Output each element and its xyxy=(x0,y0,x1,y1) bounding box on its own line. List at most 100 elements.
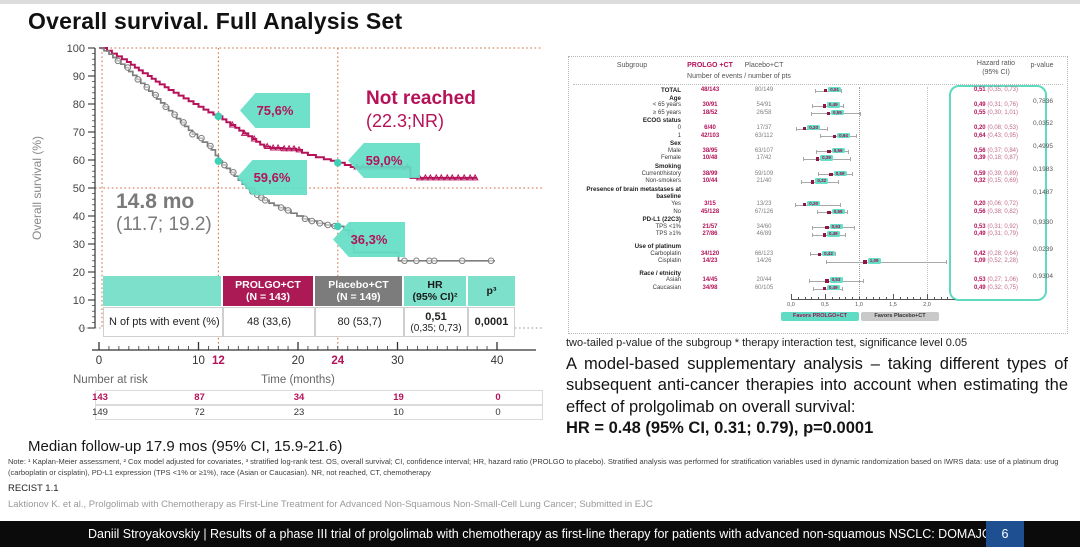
forest-events-prolgo: 42/103 xyxy=(700,132,720,139)
forest-events-placebo: 13/23 xyxy=(756,201,772,207)
forest-hr-text: 0,55 (0,30; 1,01) xyxy=(973,109,1019,116)
forest-row-label: Caucasian xyxy=(652,285,681,291)
km-table-hr-ci: (0,35; 0,73) xyxy=(410,322,462,334)
forest-hr-flag: 0,53 xyxy=(829,223,843,230)
forest-ci-cap xyxy=(811,111,813,116)
forest-events-prolgo: 10/48 xyxy=(702,155,718,162)
svg-text:10: 10 xyxy=(73,295,85,307)
forest-axis-tick-label: 0,5 xyxy=(821,302,829,308)
forest-ci-cap xyxy=(844,233,846,238)
forest-axis-tick xyxy=(879,296,881,299)
forest-hr-column-box xyxy=(949,85,1047,301)
forest-events-prolgo: 18/52 xyxy=(702,109,718,116)
forest-header-prolgo: PROLGO +CT xyxy=(687,62,733,69)
forest-axis-tick xyxy=(920,296,922,299)
forest-events-prolgo: 3/15 xyxy=(704,201,716,207)
forest-events-placebo: 21/40 xyxy=(756,178,772,185)
placebo-median-annotation: 14.8 mo (11.7; 19.2) xyxy=(116,190,212,236)
forest-hr-marker xyxy=(815,157,820,161)
forest-ci-cap xyxy=(817,172,819,177)
forest-ci-cap xyxy=(812,103,814,108)
forest-row-label: TPS ≥1% xyxy=(655,231,681,238)
forest-hr-text: 0,39 (0,18; 0,87) xyxy=(973,155,1019,162)
forest-events-placebo: 14/26 xyxy=(756,258,772,265)
forest-hr-flag: 1,09 xyxy=(867,258,881,264)
forest-hr-text: 0,51 (0,35; 0,73) xyxy=(973,87,1019,93)
forest-hr-text: 0,20 (0,08; 0,53) xyxy=(973,125,1019,131)
analysis-body: A model-based supplementary analysis – t… xyxy=(566,355,1068,416)
forest-events-prolgo: 14/45 xyxy=(702,277,718,284)
forest-axis-tick xyxy=(852,296,854,299)
forest-hr-flag: 0,49 xyxy=(826,231,840,237)
forest-hr-text: 0,49 (0,31; 0,79) xyxy=(973,231,1019,238)
forest-axis-tick-label: 1,5 xyxy=(889,302,897,308)
forest-ref-line-hr2 xyxy=(927,87,928,299)
forest-row: Cisplatin 14/23 14/26 1,09 1,09 (0,52; 2,28) xyxy=(569,258,1067,266)
forest-hr-flag: 0,56 xyxy=(831,147,845,154)
forest-axis-tick xyxy=(859,296,860,299)
forest-interaction-pvalue: 0,9304 xyxy=(1033,272,1053,280)
forest-ci-cap xyxy=(812,225,814,230)
forest-row: Female 10/48 17/42 0,39 0,39 (0,18; 0,87) xyxy=(569,155,1067,163)
forest-ci-cap xyxy=(842,103,844,108)
forest-events-prolgo: 14/23 xyxy=(702,258,718,265)
forest-hr-flag: 0,64 xyxy=(837,132,851,138)
forest-row-label: Use of platinum xyxy=(634,243,681,250)
forest-ci-cap xyxy=(850,157,852,162)
forest-row-label: 0 xyxy=(677,125,681,131)
forest-hr-marker xyxy=(826,111,831,116)
risk-value: 143 xyxy=(92,392,108,403)
forest-hr-text: 0,56 (0,37; 0,84) xyxy=(973,147,1019,154)
recist-label: RECIST 1.1 xyxy=(8,483,59,494)
forest-row-label: Smoking xyxy=(654,163,681,170)
risk-value: 34 xyxy=(293,392,305,403)
forest-ci-cap xyxy=(855,134,857,139)
forest-events-prolgo: 10/44 xyxy=(702,178,718,185)
page-title: Overall survival. Full Analysis Set xyxy=(28,8,403,34)
km-table-prolgo-events: 48 (33,6) xyxy=(223,307,315,337)
km-table-header-p: p³ xyxy=(468,276,515,306)
forest-row-label: PD-L1 (22C3) xyxy=(642,216,681,224)
forest-axis-tick xyxy=(804,296,806,299)
svg-text:30: 30 xyxy=(391,355,404,367)
forest-axis-tick xyxy=(906,296,908,299)
risk-value: 72 xyxy=(194,407,205,418)
forest-row: TPS <1% 21/57 34/60 0,53 0,53 (0,31; 0,92) xyxy=(569,223,1067,232)
forest-row-label: No xyxy=(673,208,681,215)
forest-ci-cap xyxy=(801,179,803,184)
forest-hr-flag: 0,42 xyxy=(822,250,836,256)
forest-row-label: Cisplatin xyxy=(657,258,681,265)
forest-hr-marker xyxy=(802,203,807,207)
forest-axis-tick xyxy=(927,294,928,299)
forest-axis-tick xyxy=(791,294,792,299)
placebo-median-value: 14.8 mo xyxy=(116,190,195,213)
forest-events-placebo: 17/42 xyxy=(756,155,772,162)
forest-events-placebo: 54/91 xyxy=(756,102,772,109)
forest-axis-tick xyxy=(838,296,840,299)
forest-hr-marker xyxy=(811,180,815,184)
svg-text:0: 0 xyxy=(96,355,102,367)
forest-row: Caucasian 34/98 60/105 0,49 0,49 (0,32; 0,75… xyxy=(569,285,1067,293)
forest-hr-text: 0,64 (0,43; 0,95) xyxy=(973,132,1019,139)
forest-row-label: ≥ 65 years xyxy=(653,109,681,116)
svg-text:30: 30 xyxy=(73,239,85,251)
forest-events-placebo: 80/149 xyxy=(754,87,774,93)
km-table-header-placebo: Placebo+CT (N = 149) xyxy=(315,276,404,306)
legend-favors-prolgo: Favors PROLGO+CT xyxy=(781,312,859,321)
km-table-header-blank xyxy=(103,276,223,306)
forest-row: Asian 14/45 20/44 0,53 0,53 (0,27; 1,06) xyxy=(569,277,1067,285)
forest-row: TPS ≥1% 27/86 46/89 0,49 0,49 (0,31; 0,79) xyxy=(569,231,1067,239)
forest-axis-tick xyxy=(933,296,935,299)
legend-favors-placebo: Favors Placebo+CT xyxy=(861,312,939,321)
forest-ci-cap xyxy=(851,172,853,177)
forest-hr-text: 0,49 (0,31; 0,76) xyxy=(973,102,1019,109)
forest-row: Current/history 38/99 59/109 0,59 0,59 (0,39… xyxy=(569,170,1067,179)
forest-row: Sex xyxy=(569,140,1067,148)
analysis-hr-result: HR = 0.48 (95% CI, 0.31; 0.79), p=0.0001 xyxy=(566,419,874,438)
page-number: 6 xyxy=(986,521,1024,547)
svg-text:100: 100 xyxy=(67,43,85,55)
forest-row: Yes 3/15 13/23 0,20 0,20 (0,06; 0,72) xyxy=(569,201,1067,209)
forest-row: ECOG status xyxy=(569,117,1067,125)
forest-row: Use of platinum xyxy=(569,243,1067,251)
forest-events-placebo: 66/123 xyxy=(754,250,774,257)
